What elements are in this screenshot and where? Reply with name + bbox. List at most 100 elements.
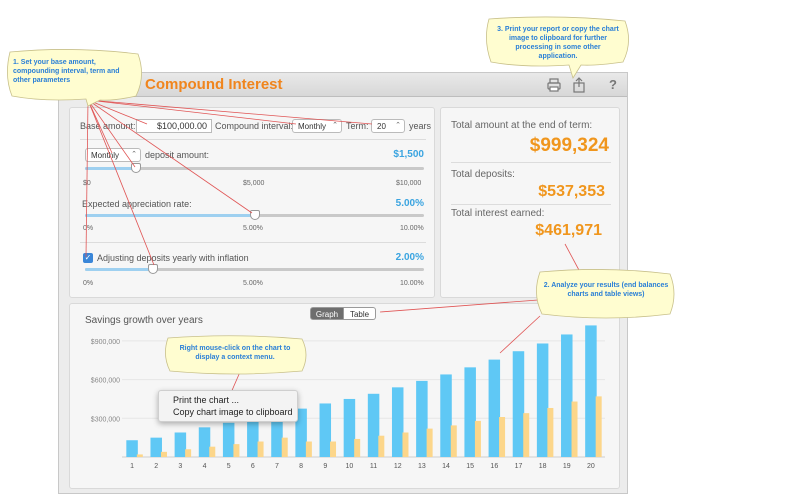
- y-tick-label: $300,000: [91, 416, 120, 423]
- x-tick-label: 4: [203, 463, 207, 470]
- balance-bar: [536, 343, 549, 457]
- share-icon[interactable]: [571, 77, 587, 93]
- x-tick-label: 11: [370, 463, 377, 470]
- interest-bar: [233, 444, 240, 457]
- term-stepper[interactable]: 20 ⌃: [371, 119, 405, 133]
- stepper-icon: ⌃: [395, 122, 401, 129]
- interest-bar: [281, 437, 288, 457]
- x-tick-label: 12: [394, 463, 402, 470]
- inflation-tick-min: 0%: [83, 280, 94, 287]
- appreciation-tick-max: 10.00%: [400, 225, 424, 232]
- interest-bar: [136, 454, 143, 457]
- balance-bar: [174, 432, 187, 457]
- inflation-slider[interactable]: [85, 264, 424, 274]
- x-tick-label: 9: [323, 463, 327, 470]
- x-tick-label: 13: [418, 463, 426, 470]
- appreciation-label: Expected appreciation rate:: [82, 199, 192, 209]
- graph-tab[interactable]: Graph: [310, 307, 344, 320]
- deposit-slider-fill: [85, 167, 136, 170]
- x-tick-label: 5: [227, 463, 231, 470]
- callout-parameters-text: 1. Set your base amount, compounding int…: [13, 59, 120, 85]
- interest-bar: [523, 413, 530, 457]
- balance-bar: [247, 417, 259, 457]
- interest-bar: [305, 441, 312, 457]
- x-tick-label: 16: [490, 463, 498, 470]
- balance-bar: [126, 440, 138, 457]
- help-button[interactable]: ?: [609, 77, 617, 92]
- deposit-slider-thumb[interactable]: [130, 163, 141, 173]
- balance-bar: [319, 403, 332, 457]
- balance-bar: [367, 393, 380, 457]
- x-tick-label: 17: [515, 463, 523, 470]
- base-amount-label: Base amount:: [80, 121, 136, 131]
- balance-bar: [198, 427, 211, 457]
- deposit-amount-value: $1,500: [393, 149, 424, 160]
- interest-bar: [499, 417, 506, 457]
- balance-bar: [222, 422, 235, 457]
- printer-icon[interactable]: [546, 77, 562, 93]
- y-tick-label: $900,000: [91, 339, 120, 346]
- deposit-frequency-select[interactable]: Monthly ⌃: [85, 148, 141, 162]
- x-tick-label: 7: [275, 463, 279, 470]
- callout-print-text: 3. Print your report or copy the chart i…: [497, 26, 619, 61]
- compound-interval-select[interactable]: Monthly ⌃: [292, 119, 342, 133]
- deposit-slider[interactable]: [85, 163, 424, 173]
- appreciation-tick-mid: 5.00%: [243, 225, 263, 232]
- x-tick-label: 2: [154, 463, 158, 470]
- total-interest-value: $461,971: [535, 222, 602, 239]
- divider: [451, 162, 611, 163]
- compound-interval-value: Monthly: [298, 122, 327, 131]
- menu-item-print-chart[interactable]: Print the chart ...: [173, 395, 240, 405]
- results-panel: Total amount at the end of term: $999,32…: [440, 107, 620, 298]
- interest-bar: [354, 438, 361, 457]
- balance-bar: [416, 380, 428, 457]
- inflation-tick-max: 10.00%: [400, 280, 424, 287]
- base-amount-field[interactable]: $100,000.00: [136, 119, 212, 133]
- select-caret-icon: ⌃: [131, 151, 137, 158]
- balance-bar: [343, 398, 356, 457]
- context-menu: Print the chart ... Copy chart image to …: [158, 390, 298, 422]
- balance-bar: [295, 408, 307, 457]
- balance-bar: [488, 359, 501, 457]
- callout-context-menu: Right mouse-click on the chart to displa…: [162, 335, 308, 375]
- callout-bubble: [7, 49, 142, 107]
- interest-bar: [378, 435, 385, 457]
- interest-bar: [330, 441, 337, 457]
- inflation-slider-thumb[interactable]: [147, 264, 158, 274]
- x-tick-label: 20: [587, 463, 595, 470]
- interest-bar: [257, 441, 264, 457]
- x-tick-label: 8: [299, 463, 303, 470]
- x-tick-label: 18: [539, 463, 547, 470]
- balance-bar: [464, 367, 476, 457]
- x-tick-label: 6: [251, 463, 255, 470]
- menu-item-copy-chart[interactable]: Copy chart image to clipboard: [173, 407, 293, 417]
- callout-bubble: [536, 269, 675, 319]
- deposit-tick-max: $10,000: [396, 180, 422, 187]
- inflation-checkbox[interactable]: ✓: [83, 253, 93, 263]
- x-tick-label: 10: [346, 463, 354, 470]
- interest-bar: [426, 428, 433, 457]
- interest-bar: [547, 407, 554, 457]
- deposit-amount-label: deposit amount:: [145, 150, 210, 160]
- table-tab[interactable]: Table: [344, 307, 376, 320]
- balance-bar: [391, 387, 404, 457]
- inflation-tick-mid: 5.00%: [243, 280, 263, 287]
- balance-bar: [512, 351, 525, 457]
- appreciation-slider[interactable]: [85, 210, 424, 220]
- title-bar: Compound Interest ?: [59, 73, 627, 97]
- interest-bar: [160, 451, 167, 457]
- term-label: Term:: [346, 121, 369, 131]
- balance-bar: [561, 334, 573, 457]
- appreciation-slider-thumb[interactable]: [249, 210, 260, 220]
- balance-bar: [150, 437, 162, 457]
- divider: [80, 139, 426, 140]
- callout-bubble: [486, 16, 629, 79]
- deposit-tick-min: $0: [83, 180, 91, 187]
- callout-results-text: 2. Analyze your results (end balances ch…: [543, 282, 669, 299]
- chart-title: Savings growth over years: [85, 315, 203, 326]
- total-amount-value: $999,324: [529, 135, 609, 156]
- x-tick-label: 3: [178, 463, 182, 470]
- x-tick-label: 1: [130, 463, 134, 470]
- x-tick-label: 14: [442, 463, 450, 470]
